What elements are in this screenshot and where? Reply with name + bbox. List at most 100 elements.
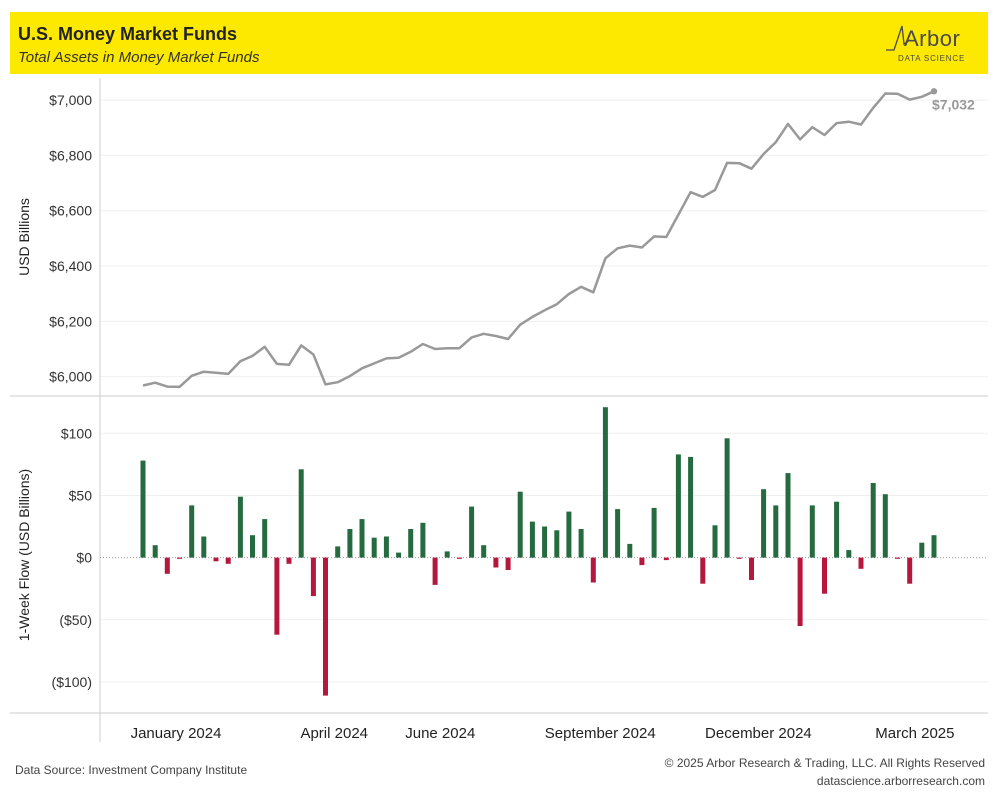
flow-bar: [201, 536, 207, 558]
flow-bar: [749, 557, 754, 580]
flow-bar: [785, 473, 791, 558]
chart-title: U.S. Money Market Funds: [18, 24, 238, 44]
x-tick-label: September 2024: [545, 725, 656, 742]
x-tick-label: December 2024: [705, 725, 812, 742]
x-tick-labels: January 2024 April 2024 June 2024 September…: [131, 725, 955, 742]
header-banner: U.S. Money Market Funds Total Assets in …: [10, 12, 988, 74]
flow-bar: [347, 529, 353, 558]
flow-bar: [396, 552, 402, 558]
flow-bar: [542, 526, 548, 558]
arbor-logo: Arbor DATA SCIENCE: [880, 22, 970, 70]
x-tick-label: January 2024: [131, 725, 222, 742]
flow-bar: [298, 469, 304, 558]
flow-bar: [225, 557, 231, 564]
flow-bar: [152, 545, 158, 558]
chart-subtitle: Total Assets in Money Market Funds: [18, 49, 260, 66]
flow-bar: [444, 551, 450, 558]
logo-name: Arbor: [904, 26, 961, 51]
flow-bar: [505, 557, 511, 570]
flow-bar: [213, 557, 219, 562]
assets-end-label: $7,032: [932, 96, 975, 112]
flow-bar: [895, 557, 900, 559]
footer-credits: © 2025 Arbor Research & Trading, LLC. Al…: [665, 754, 985, 790]
flow-bar: [931, 535, 937, 558]
top-y-tick-label: $6,400: [49, 258, 92, 274]
top-gridlines: [100, 99, 988, 378]
top-y-tick-label: $7,000: [49, 92, 92, 108]
flow-bar: [323, 557, 328, 696]
flow-bar: [371, 537, 377, 558]
top-y-tick-label: $6,600: [49, 203, 92, 219]
logo-subtitle: DATA SCIENCE: [898, 54, 966, 63]
flow-bar: [164, 557, 170, 574]
assets-end-point: [930, 88, 938, 95]
flow-bar: [907, 557, 913, 584]
flow-bar: [602, 407, 608, 558]
flow-bar: [469, 506, 475, 558]
flow-bar: [761, 489, 767, 558]
bottom-y-tick-label: ($100): [52, 674, 92, 690]
flow-bar: [189, 505, 195, 558]
x-tick-label: April 2024: [300, 725, 368, 742]
top-y-tick-label: $6,000: [49, 369, 92, 385]
flow-bar: [627, 543, 633, 558]
flow-bar: [590, 557, 596, 583]
flow-bar: [420, 522, 426, 558]
flow-bar: [237, 496, 243, 558]
flow-bar: [797, 557, 803, 626]
flow-bar: [335, 546, 341, 558]
bottom-y-tick-label: $0: [76, 550, 92, 566]
flow-bar: [517, 491, 523, 558]
x-tick-label: March 2025: [875, 725, 954, 742]
flow-bar: [773, 505, 779, 558]
bottom-y-tick-label: ($50): [59, 612, 92, 628]
flow-bar: [639, 557, 645, 566]
flow-bar: [432, 557, 438, 585]
bottom-y-axis-label: 1-Week Flow (USD Billions): [16, 469, 32, 641]
flow-bar: [700, 557, 706, 584]
bottom-y-tick-label: $100: [61, 425, 92, 441]
flow-bar: [858, 557, 864, 569]
flow-bar: [663, 557, 669, 561]
flow-bar: [177, 557, 182, 559]
flow-bar: [140, 460, 146, 558]
logo-chart-icon: [886, 25, 911, 51]
flow-bar: [688, 456, 694, 558]
flow-bar: [675, 454, 681, 558]
flow-bar: [712, 525, 718, 558]
top-y-axis-label: USD Billions: [16, 198, 32, 276]
x-tick-label: June 2024: [405, 725, 475, 742]
flow-bar: [870, 483, 876, 558]
assets-line: [142, 90, 935, 389]
flow-bar: [310, 557, 316, 597]
flow-bar: [383, 536, 389, 558]
flow-bars: [140, 407, 937, 696]
flow-bar: [615, 509, 621, 558]
flow-bar: [809, 505, 815, 558]
copyright-text: © 2025 Arbor Research & Trading, LLC. Al…: [664, 756, 985, 770]
website-text: datascience.arborresearch.com: [816, 774, 985, 788]
bottom-y-tick-label: $50: [69, 487, 93, 503]
flow-bar: [262, 519, 268, 558]
flow-bar: [456, 557, 462, 559]
flow-bar: [481, 545, 487, 558]
flow-bar: [250, 535, 255, 558]
flow-bar: [566, 511, 572, 558]
flow-bar: [529, 521, 535, 558]
flow-bar: [651, 507, 657, 558]
flow-bar: [724, 438, 730, 558]
flow-bar: [493, 557, 499, 568]
flow-bar: [274, 557, 280, 635]
flow-bar: [822, 557, 827, 594]
flow-bar: [919, 542, 925, 558]
flow-bar: [286, 557, 292, 564]
data-source: Data Source: Investment Company Institut…: [15, 763, 248, 777]
bottom-gridlines: [100, 432, 988, 683]
flow-bar: [882, 494, 888, 558]
flow-bar: [834, 501, 840, 558]
flow-bar: [554, 530, 560, 558]
bottom-y-tick-labels: $100 $50 $0 ($50) ($100): [52, 425, 93, 690]
top-y-tick-label: $6,800: [49, 147, 92, 163]
flow-bar: [736, 557, 742, 559]
